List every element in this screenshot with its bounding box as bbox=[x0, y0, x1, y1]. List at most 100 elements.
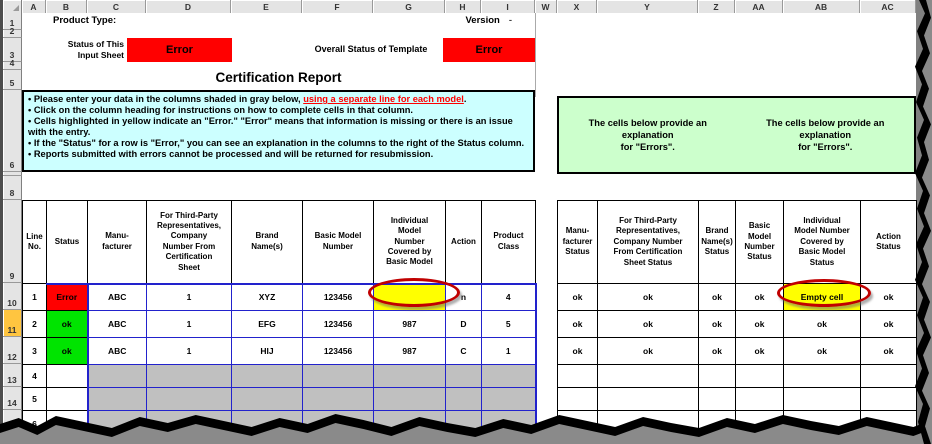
column-header-AC[interactable]: AC bbox=[860, 0, 916, 13]
cell-manufacturer-status[interactable]: ok bbox=[557, 337, 598, 365]
cell-manufacturer-status[interactable]: ok bbox=[557, 310, 598, 338]
column-header-F[interactable]: F bbox=[302, 0, 373, 13]
col-header-individual-model-number[interactable]: Individual Model Number Covered by Basic… bbox=[373, 200, 446, 284]
column-header-AB[interactable]: AB bbox=[783, 0, 860, 13]
cell-company-number-status[interactable] bbox=[597, 387, 699, 411]
column-header-X[interactable]: X bbox=[557, 0, 597, 13]
col-header-manufacturer-status[interactable]: Manu- facturer Status bbox=[557, 200, 598, 284]
cell-company-number[interactable]: 1 bbox=[146, 310, 232, 338]
cell-action-status[interactable] bbox=[860, 387, 917, 411]
column-header-AA[interactable]: AA bbox=[735, 0, 783, 13]
cell-brand-names-status[interactable]: ok bbox=[698, 310, 736, 338]
cell-company-number[interactable] bbox=[146, 364, 232, 388]
cell-individual-model-status[interactable]: ok bbox=[783, 337, 861, 365]
cell-company-number-status[interactable] bbox=[597, 410, 699, 437]
cell-product-class[interactable]: 1 bbox=[481, 337, 537, 365]
cell-manufacturer[interactable] bbox=[86, 387, 147, 411]
column-header-A[interactable]: A bbox=[22, 0, 46, 13]
col-header-brand-names[interactable]: Brand Name(s) bbox=[231, 200, 303, 284]
cell-brand-names[interactable]: EFG bbox=[231, 310, 303, 338]
cell-product-class[interactable] bbox=[481, 364, 537, 388]
cell-basic-model-number[interactable]: 123456 bbox=[302, 310, 374, 338]
cell-action[interactable] bbox=[445, 364, 482, 388]
cell-line-no[interactable]: 1 bbox=[22, 283, 47, 311]
column-header-E[interactable]: E bbox=[231, 0, 302, 13]
cell-status[interactable] bbox=[46, 410, 88, 438]
cell-basic-model-number[interactable] bbox=[302, 410, 374, 438]
cell-company-number[interactable] bbox=[146, 410, 232, 438]
col-header-company-number-status[interactable]: For Third-Party Representatives, Company… bbox=[597, 200, 699, 284]
cell-brand-names-status[interactable]: ok bbox=[698, 283, 736, 311]
column-header-I[interactable]: I bbox=[481, 0, 535, 13]
row-header-5[interactable]: 5 bbox=[3, 70, 22, 90]
cell-action[interactable] bbox=[445, 387, 482, 411]
cell-brand-names[interactable]: XYZ bbox=[231, 282, 303, 311]
col-header-individual-model-status[interactable]: Individual Model Number Covered by Basic… bbox=[783, 200, 861, 284]
cell-basic-model-number[interactable]: 123456 bbox=[302, 282, 374, 311]
row-header-10[interactable]: 10 bbox=[3, 283, 22, 310]
cell-product-class[interactable]: 5 bbox=[481, 310, 537, 338]
cell-action-status[interactable] bbox=[860, 410, 917, 437]
row-header-3[interactable]: 3 bbox=[3, 38, 22, 62]
cell-line-no[interactable]: 2 bbox=[22, 310, 47, 338]
column-header-B[interactable]: B bbox=[46, 0, 87, 13]
cell-basic-model-number[interactable] bbox=[302, 387, 374, 411]
cell-company-number-status[interactable]: ok bbox=[597, 337, 699, 365]
cell-basic-model-number-status[interactable] bbox=[735, 410, 784, 437]
cell-brand-names[interactable] bbox=[231, 387, 303, 411]
cell-basic-model-number-status[interactable]: ok bbox=[735, 310, 784, 338]
cell-basic-model-number[interactable]: 123456 bbox=[302, 337, 374, 365]
row-header-2[interactable]: 2 bbox=[3, 26, 22, 38]
cell-action[interactable]: C bbox=[445, 337, 482, 365]
col-header-line-no[interactable]: Line No. bbox=[22, 200, 47, 284]
col-header-manufacturer[interactable]: Manu- facturer bbox=[87, 200, 147, 284]
cell-manufacturer[interactable]: ABC bbox=[86, 282, 147, 311]
col-header-action[interactable]: Action bbox=[445, 200, 482, 284]
col-header-brand-names-status[interactable]: Brand Name(s) Status bbox=[698, 200, 736, 284]
cell-brand-names[interactable]: HIJ bbox=[231, 337, 303, 365]
cell-line-no[interactable]: 6 bbox=[22, 410, 47, 437]
cell-company-number-status[interactable]: ok bbox=[597, 310, 699, 338]
row-header-11[interactable]: 11 bbox=[3, 310, 22, 337]
cell-status[interactable]: ok bbox=[46, 310, 88, 338]
cell-manufacturer[interactable] bbox=[86, 364, 147, 388]
cell-manufacturer-status[interactable]: ok bbox=[557, 283, 598, 311]
cell-manufacturer-status[interactable] bbox=[557, 364, 598, 388]
cell-status[interactable] bbox=[46, 364, 88, 388]
cell-product-class[interactable] bbox=[481, 387, 537, 411]
cell-company-number-status[interactable]: ok bbox=[597, 283, 699, 311]
select-all-corner[interactable] bbox=[3, 0, 22, 13]
cell-individual-model-status[interactable] bbox=[783, 410, 861, 437]
col-header-status[interactable]: Status bbox=[46, 200, 88, 284]
cell-company-number[interactable]: 1 bbox=[146, 282, 232, 311]
row-header-15[interactable]: 15 bbox=[3, 410, 22, 436]
column-header-Y[interactable]: Y bbox=[597, 0, 698, 13]
cell-basic-model-number-status[interactable] bbox=[735, 387, 784, 411]
cell-product-class[interactable]: 4 bbox=[481, 282, 537, 311]
cell-action-status[interactable]: ok bbox=[860, 310, 917, 338]
cell-line-no[interactable]: 4 bbox=[22, 364, 47, 388]
row-header-6[interactable]: 6 bbox=[3, 90, 22, 172]
cell-basic-model-number-status[interactable]: ok bbox=[735, 337, 784, 365]
col-header-company-number[interactable]: For Third-Party Representatives, Company… bbox=[146, 200, 232, 284]
cell-basic-model-number-status[interactable]: ok bbox=[735, 283, 784, 311]
cell-basic-model-number[interactable] bbox=[302, 364, 374, 388]
cell-individual-model-status[interactable] bbox=[783, 387, 861, 411]
cell-brand-names[interactable] bbox=[231, 364, 303, 388]
cell-action-status[interactable] bbox=[860, 364, 917, 388]
cell-company-number[interactable]: 1 bbox=[146, 337, 232, 365]
col-header-basic-model-number-status[interactable]: Basic Model Number Status bbox=[735, 200, 784, 284]
column-header-W[interactable]: W bbox=[535, 0, 557, 13]
cell-manufacturer[interactable] bbox=[86, 410, 147, 438]
row-header-9[interactable]: 9 bbox=[3, 200, 22, 283]
cell-manufacturer-status[interactable] bbox=[557, 410, 598, 437]
cell-action[interactable] bbox=[445, 410, 482, 438]
cell-action[interactable]: D bbox=[445, 310, 482, 338]
cell-action-status[interactable]: ok bbox=[860, 337, 917, 365]
cell-line-no[interactable]: 5 bbox=[22, 387, 47, 411]
cell-individual-model-number[interactable] bbox=[373, 387, 446, 411]
column-header-C[interactable]: C bbox=[87, 0, 146, 13]
cell-manufacturer[interactable]: ABC bbox=[86, 337, 147, 365]
cell-brand-names-status[interactable]: ok bbox=[698, 337, 736, 365]
row-header-hidden[interactable] bbox=[3, 172, 22, 176]
